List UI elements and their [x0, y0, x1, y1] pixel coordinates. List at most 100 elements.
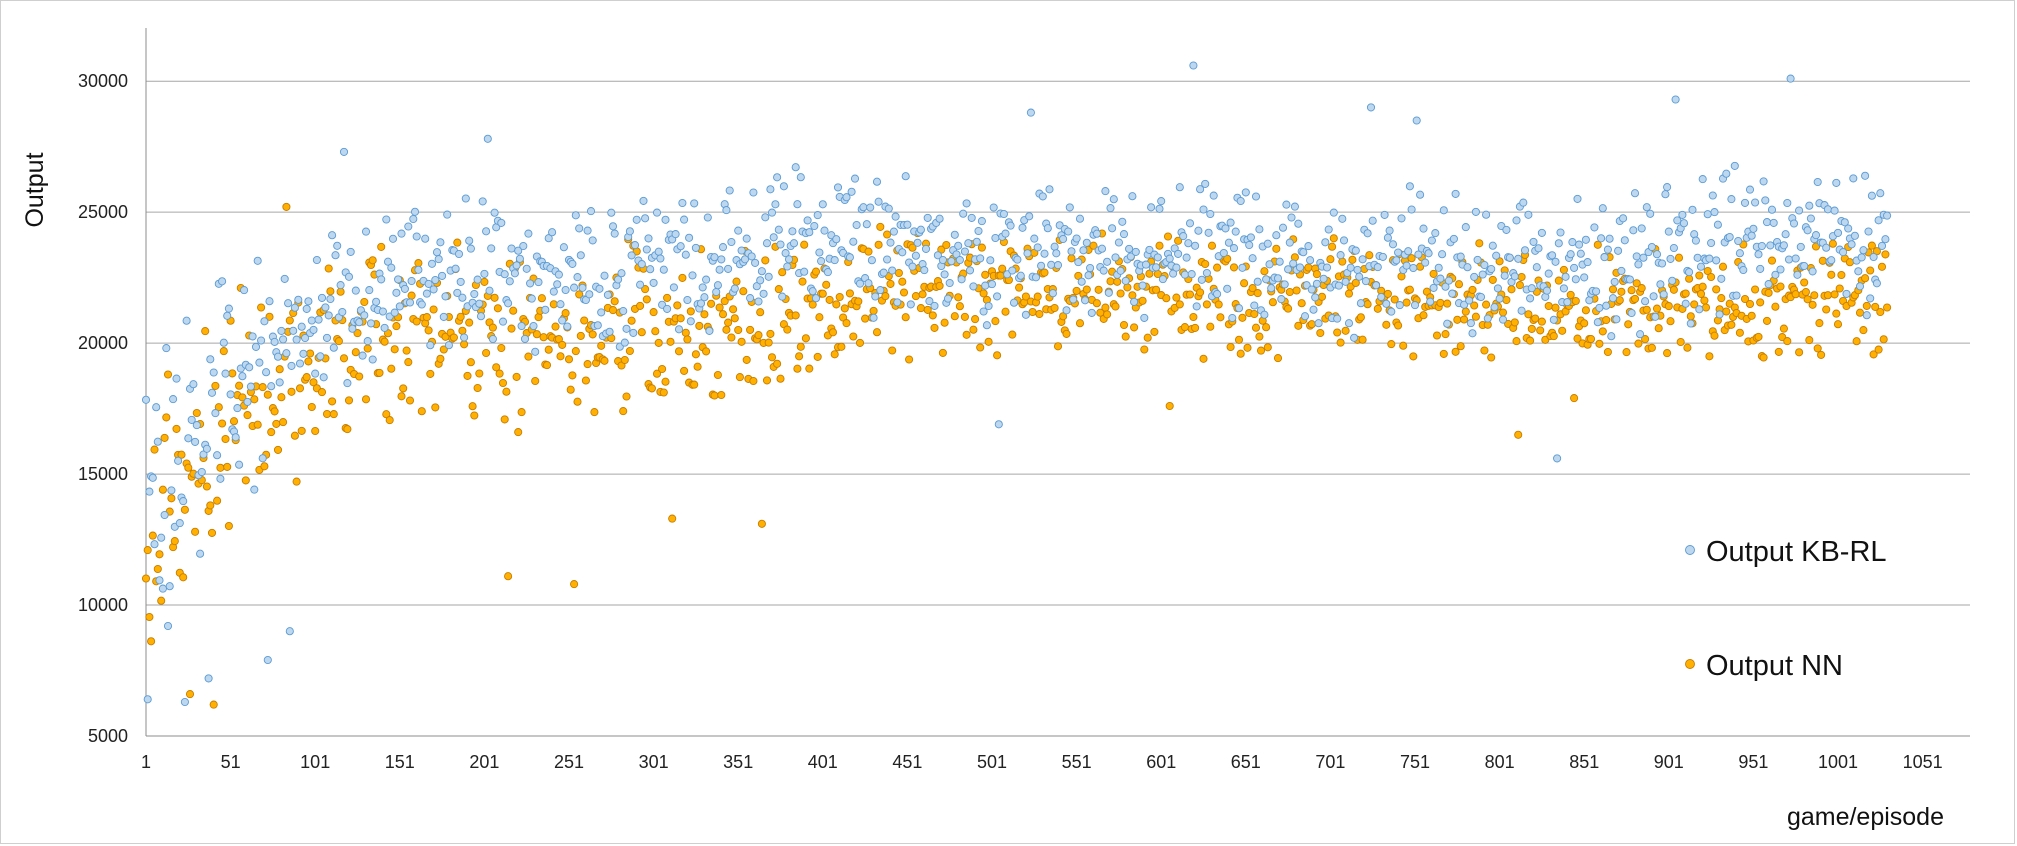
point-kb-rl — [654, 247, 663, 256]
point-kb-rl — [1866, 294, 1875, 303]
point-kb-rl — [783, 262, 792, 271]
point-kb-rl — [143, 695, 152, 704]
point-kb-rl — [570, 283, 579, 292]
point-nn — [426, 369, 435, 378]
point-nn — [1624, 320, 1633, 329]
point-nn — [1480, 346, 1489, 355]
x-tick-label: 351 — [723, 752, 753, 772]
point-kb-rl — [1131, 247, 1140, 256]
point-nn — [297, 426, 306, 435]
point-nn — [1813, 344, 1822, 353]
point-kb-rl — [1197, 275, 1206, 284]
point-kb-rl — [1025, 212, 1034, 221]
point-nn — [693, 362, 702, 371]
point-nn — [1021, 292, 1030, 301]
point-nn — [1669, 285, 1678, 294]
point-nn — [1654, 324, 1663, 333]
point-kb-rl — [1251, 192, 1261, 201]
point-kb-rl — [1717, 274, 1726, 283]
point-nn — [351, 348, 360, 357]
point-nn — [1121, 332, 1130, 341]
point-kb-rl — [1877, 241, 1887, 250]
point-nn — [1226, 342, 1235, 352]
point-nn — [818, 289, 827, 298]
point-kb-rl — [172, 374, 181, 383]
point-kb-rl — [1338, 214, 1347, 223]
point-nn — [1795, 348, 1804, 357]
point-kb-rl — [1883, 211, 1892, 220]
point-nn — [279, 418, 288, 427]
point-kb-rl — [1597, 234, 1606, 243]
point-kb-rl — [282, 349, 291, 358]
point-nn — [600, 356, 609, 365]
point-nn — [1140, 345, 1149, 354]
point-nn — [1152, 285, 1161, 294]
point-kb-rl — [1730, 161, 1739, 170]
point-kb-rl — [169, 395, 178, 404]
point-kb-rl — [1756, 264, 1765, 273]
point-kb-rl — [1109, 195, 1118, 204]
point-nn — [1776, 282, 1785, 291]
point-kb-rl — [1165, 254, 1174, 263]
point-kb-rl — [473, 275, 482, 284]
point-kb-rl — [1265, 260, 1274, 269]
point-kb-rl — [610, 229, 619, 238]
point-kb-rl — [184, 434, 193, 443]
point-nn — [627, 316, 636, 325]
point-nn — [329, 410, 338, 419]
point-kb-rl — [652, 208, 662, 217]
point-kb-rl — [331, 251, 340, 260]
point-nn — [390, 345, 399, 354]
point-nn — [950, 312, 959, 321]
point-nn — [720, 297, 729, 306]
point-nn — [343, 425, 352, 434]
point-kb-rl — [326, 294, 335, 304]
point-kb-rl — [287, 361, 296, 370]
point-kb-rl — [1402, 261, 1411, 270]
point-kb-rl — [1103, 257, 1112, 266]
data-points — [141, 61, 1892, 709]
point-kb-rl — [559, 243, 568, 252]
point-kb-rl — [1713, 220, 1722, 229]
point-nn — [800, 240, 809, 249]
point-nn — [625, 346, 634, 356]
point-kb-rl — [593, 321, 602, 330]
point-nn — [287, 387, 296, 396]
point-kb-rl — [531, 347, 540, 356]
point-nn — [1845, 258, 1854, 267]
point-kb-rl — [246, 382, 255, 391]
point-kb-rl — [1294, 219, 1303, 228]
point-nn — [1683, 343, 1692, 352]
point-kb-rl — [1556, 228, 1565, 237]
point-nn — [881, 292, 890, 301]
point-kb-rl — [1495, 294, 1504, 303]
point-nn — [1803, 295, 1812, 304]
point-kb-rl — [527, 294, 536, 303]
point-kb-rl — [1686, 319, 1695, 328]
point-kb-rl — [595, 284, 604, 293]
point-kb-rl — [275, 378, 284, 387]
point-kb-rl — [1285, 238, 1294, 247]
point-nn — [680, 366, 689, 375]
point-kb-rl — [248, 332, 257, 341]
point-kb-rl — [1248, 254, 1257, 263]
point-kb-rl — [482, 227, 491, 236]
point-nn — [1551, 303, 1560, 312]
point-nn — [590, 408, 599, 417]
point-kb-rl — [1209, 191, 1218, 200]
point-kb-rl — [1366, 103, 1376, 112]
point-kb-rl — [346, 247, 355, 256]
point-kb-rl — [263, 655, 272, 665]
point-kb-rl — [1175, 183, 1184, 192]
point-nn — [402, 346, 411, 355]
point-kb-rl — [253, 256, 262, 265]
point-nn — [1268, 298, 1277, 307]
point-nn — [544, 345, 553, 354]
point-kb-rl — [1855, 282, 1865, 291]
point-kb-rl — [1157, 197, 1166, 206]
point-kb-rl — [1754, 250, 1763, 259]
point-kb-rl — [1152, 263, 1161, 272]
y-tick-label: 10000 — [78, 595, 128, 615]
point-kb-rl — [251, 342, 261, 351]
point-kb-rl — [891, 212, 900, 221]
